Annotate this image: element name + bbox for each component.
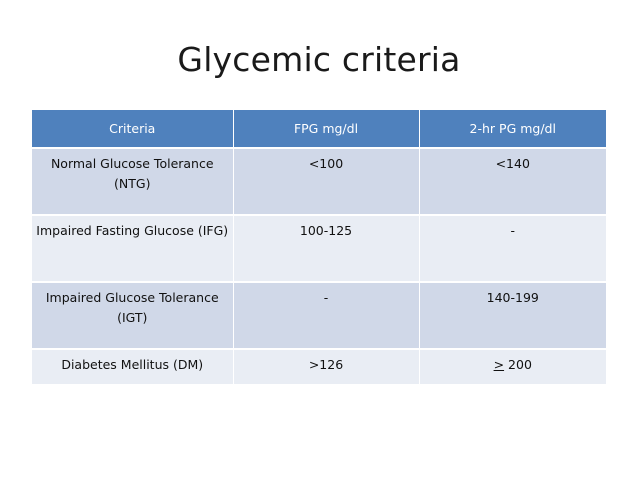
table-header-row: Criteria FPG mg/dl 2-hr PG mg/dl <box>32 110 606 148</box>
cell-fpg: 100-125 <box>233 214 420 282</box>
table-row: Diabetes Mellitus (DM) >126 > 200 <box>32 348 606 384</box>
cell-2hr-pg: <140 <box>419 147 606 215</box>
cell-criteria: Diabetes Mellitus (DM) <box>32 348 234 384</box>
cell-fpg: - <box>233 281 420 349</box>
slide-title: Glycemic criteria <box>177 40 461 79</box>
header-fpg: FPG mg/dl <box>233 110 420 148</box>
table-row: Impaired Glucose Tolerance (IGT) - 140-1… <box>32 281 606 349</box>
greater-or-equal-symbol: > <box>493 357 505 372</box>
cell-criteria: Impaired Glucose Tolerance (IGT) <box>32 281 234 349</box>
table-row: Impaired Fasting Glucose (IFG) 100-125 - <box>32 214 606 282</box>
header-criteria: Criteria <box>32 110 234 148</box>
cell-2hr-pg: - <box>419 214 606 282</box>
cell-2hr-pg: > 200 <box>419 348 606 384</box>
glycemic-criteria-table: Criteria FPG mg/dl 2-hr PG mg/dl Normal … <box>32 110 606 384</box>
cell-2hr-pg-value: 200 <box>504 357 532 372</box>
cell-criteria: Impaired Fasting Glucose (IFG) <box>32 214 234 282</box>
table-row: Normal Glucose Tolerance (NTG) <100 <140 <box>32 147 606 215</box>
cell-fpg: >126 <box>233 348 420 384</box>
cell-fpg: <100 <box>233 147 420 215</box>
cell-2hr-pg: 140-199 <box>419 281 606 349</box>
cell-criteria: Normal Glucose Tolerance (NTG) <box>32 147 234 215</box>
header-2hr-pg: 2-hr PG mg/dl <box>419 110 606 148</box>
